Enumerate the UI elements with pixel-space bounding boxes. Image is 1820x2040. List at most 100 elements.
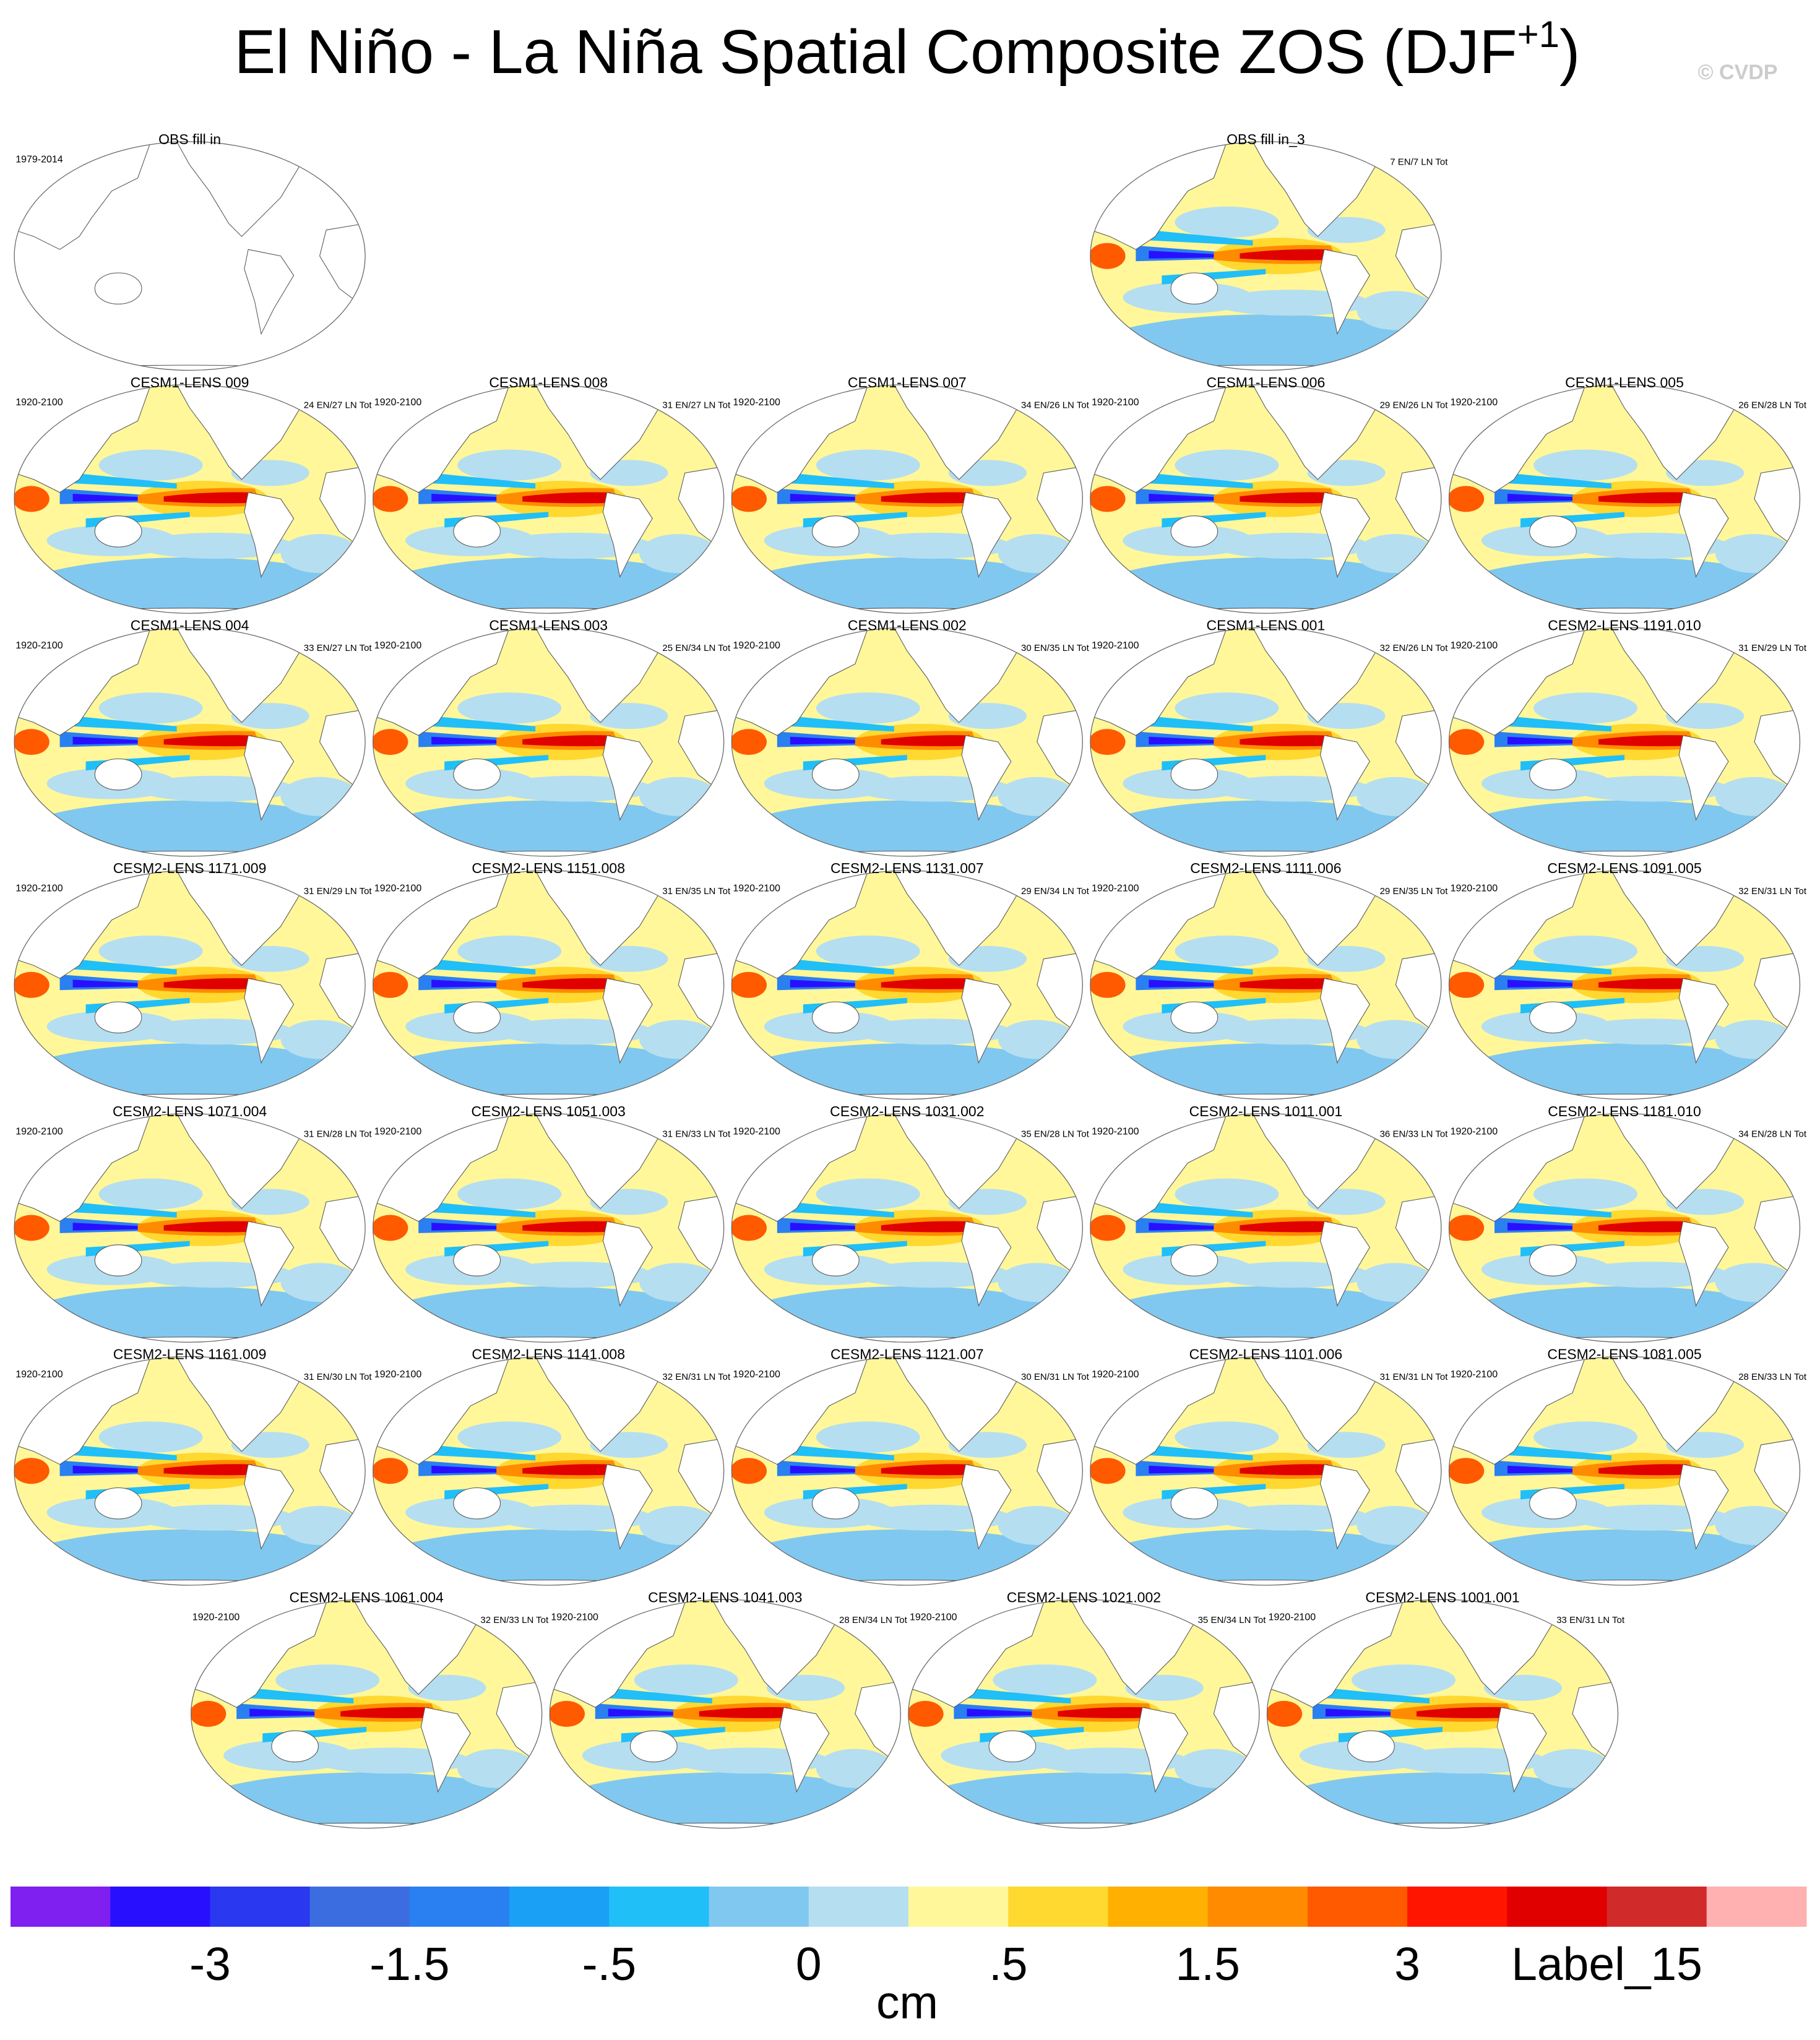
panel-period: 1920-2100 (1451, 397, 1498, 408)
colorbar-box (1207, 1887, 1308, 1927)
colorbar-label: 3 (1394, 1938, 1420, 1990)
map-panel (1443, 1111, 1806, 1369)
colorbar-label: .5 (989, 1938, 1028, 1990)
map-panel (366, 382, 730, 639)
map-panel (366, 625, 730, 882)
panel-title: CESM2-LENS 1051.003 (472, 1103, 626, 1119)
panel-period: 1920-2100 (374, 1369, 422, 1380)
title-end: ) (1559, 17, 1580, 87)
panel-period: 1920-2100 (1092, 640, 1139, 651)
panel-title: CESM2-LENS 1191.010 (1548, 618, 1701, 634)
colorbar-box (1507, 1887, 1608, 1927)
panel-counts: 28 EN/34 LN Tot (839, 1615, 908, 1625)
map-panel (902, 1597, 1266, 1854)
title-main: El Niño - La Niña Spatial Composite ZOS … (235, 17, 1517, 87)
map-panel (1443, 625, 1806, 882)
panel-counts: 29 EN/34 LN Tot (1021, 886, 1090, 897)
panel-period: 1920-2100 (1269, 1612, 1316, 1623)
map-panel (8, 868, 372, 1125)
panel-title: CESM2-LENS 1001.001 (1365, 1589, 1519, 1605)
panel-counts: 30 EN/31 LN Tot (1021, 1372, 1090, 1382)
map-panel (1443, 1354, 1806, 1611)
panel-period: 1920-2100 (1092, 884, 1139, 894)
panel-period: 1920-2100 (1451, 1369, 1498, 1380)
panel-title: CESM2-LENS 1181.010 (1548, 1103, 1701, 1119)
panel-title: CESM2-LENS 1171.009 (113, 860, 267, 876)
colorbar-label: Label_15 (1511, 1938, 1702, 1990)
map-panel (1084, 625, 1447, 882)
map-panel (366, 1354, 730, 1611)
panel-counts: 30 EN/35 LN Tot (1021, 643, 1090, 653)
colorbar-box (1407, 1887, 1507, 1927)
panel-counts: 29 EN/26 LN Tot (1380, 400, 1449, 410)
colorbar-box (1607, 1887, 1707, 1927)
map-panel (1084, 139, 1447, 397)
map-panel (8, 625, 372, 882)
panel-title: CESM2-LENS 1141.008 (472, 1346, 625, 1362)
map-panel (8, 1354, 372, 1611)
panel-counts: 32 EN/31 LN Tot (662, 1372, 731, 1382)
colorbar-label: 0 (796, 1938, 822, 1990)
colorbar-box (1108, 1887, 1209, 1927)
panel-period: 1920-2100 (192, 1612, 240, 1623)
panel-title: CESM1-LENS 006 (1207, 374, 1326, 390)
colorbar-label: 1.5 (1176, 1938, 1240, 1990)
map-panel (725, 625, 1089, 882)
panel-title: CESM1-LENS 001 (1207, 618, 1326, 634)
map-panel (725, 868, 1089, 1125)
map-panel (725, 1111, 1089, 1369)
panel-counts: 36 EN/33 LN Tot (1380, 1129, 1449, 1140)
panel-counts: 34 EN/26 LN Tot (1021, 400, 1090, 410)
panel-period: 1920-2100 (733, 397, 780, 408)
panel-period: 1920-2100 (374, 1126, 422, 1137)
panel-title: CESM1-LENS 002 (848, 618, 967, 634)
map-panel (725, 1354, 1089, 1611)
map-panel (1261, 1597, 1624, 1854)
credit: © CVDP (1698, 61, 1778, 84)
panel-period: 1920-2100 (733, 884, 780, 894)
panel-counts: 35 EN/28 LN Tot (1021, 1129, 1090, 1140)
panel-counts: 32 EN/26 LN Tot (1380, 643, 1449, 653)
colorbar-box (309, 1887, 410, 1927)
panel-counts: 34 EN/28 LN Tot (1738, 1129, 1807, 1140)
panel-period: 1920-2100 (733, 640, 780, 651)
panel-counts: 31 EN/35 LN Tot (662, 886, 731, 897)
colorbar-label: -3 (189, 1938, 231, 1990)
colorbar-box (1008, 1887, 1108, 1927)
panel-counts: 31 EN/28 LN Tot (304, 1129, 373, 1140)
panel-title: CESM2-LENS 1061.004 (290, 1589, 444, 1605)
colorbar-box (509, 1887, 610, 1927)
colorbar-label: -.5 (582, 1938, 637, 1990)
panel-counts: 32 EN/31 LN Tot (1738, 886, 1807, 897)
panel-counts: 26 EN/28 LN Tot (1738, 400, 1807, 410)
colorbar-unit: cm (876, 1976, 938, 2028)
panel-counts: 28 EN/33 LN Tot (1738, 1372, 1807, 1382)
panel-title: CESM1-LENS 007 (848, 374, 967, 390)
map-panel (1443, 868, 1806, 1125)
map-panel (1084, 1111, 1447, 1369)
panel-title: CESM2-LENS 1121.007 (830, 1346, 984, 1362)
colorbar-box (1706, 1887, 1807, 1927)
panel-period: 1920-2100 (551, 1612, 598, 1623)
panel-period: 1920-2100 (910, 1612, 957, 1623)
map-panel (8, 1111, 372, 1369)
panel-title: CESM2-LENS 1071.004 (113, 1103, 267, 1119)
panel-counts: 31 EN/30 LN Tot (304, 1372, 373, 1382)
panel-period: 1920-2100 (733, 1126, 780, 1137)
panel-counts: 31 EN/29 LN Tot (304, 886, 373, 897)
map-panel (1443, 382, 1806, 639)
map-panel (8, 382, 372, 639)
panel-period: 1920-2100 (374, 884, 422, 894)
colorbar-box (409, 1887, 510, 1927)
panel-period: 1920-2100 (374, 397, 422, 408)
map-panel (366, 868, 730, 1125)
panel-title: CESM2-LENS 1041.003 (648, 1589, 802, 1605)
panel-counts: 31 EN/31 LN Tot (1380, 1372, 1449, 1382)
panel-title: OBS fill in_3 (1227, 131, 1305, 147)
panel-period: 1979-2014 (15, 155, 63, 165)
panel-title: CESM1-LENS 008 (489, 374, 608, 390)
colorbar-box (110, 1887, 210, 1927)
panel-title: OBS fill in (158, 131, 221, 147)
